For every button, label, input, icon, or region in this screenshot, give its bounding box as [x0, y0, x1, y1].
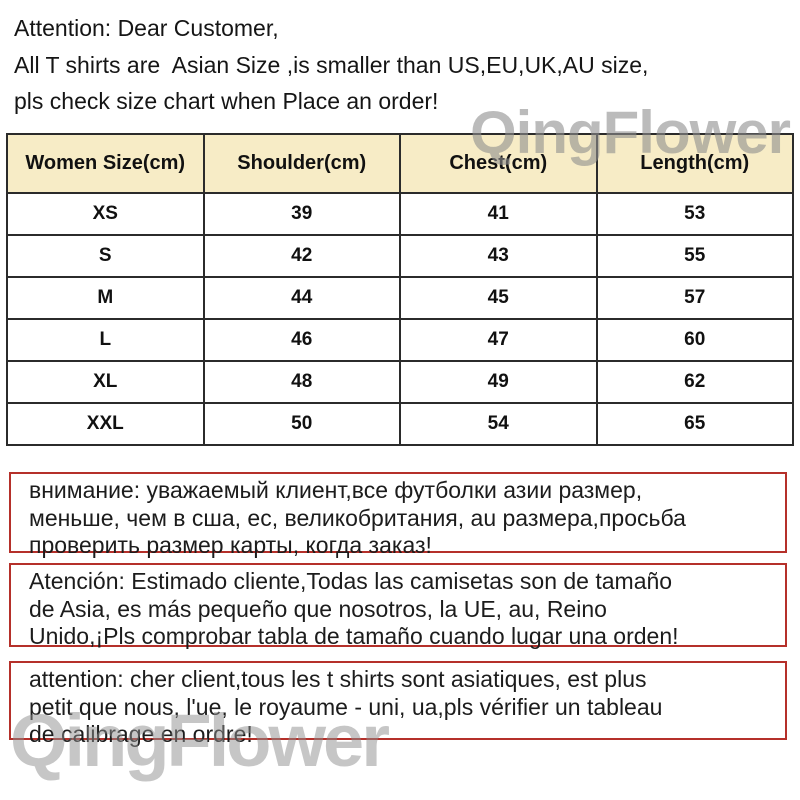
- attention-line-3: pls check size chart when Place an order…: [14, 88, 439, 114]
- note-spanish-line-1: Atención: Estimado cliente,Todas las cam…: [29, 568, 673, 594]
- length-value-cell: 65: [595, 402, 794, 446]
- table-row-xl: XL 48 49 62: [6, 360, 794, 404]
- table-row-xxl: XXL 50 54 65: [6, 402, 794, 446]
- table-row-s: S 42 43 55: [6, 234, 794, 278]
- note-spanish-line-3: Unido,¡Pls comprobar tabla de tamaño cua…: [29, 623, 679, 649]
- size-label-cell: L: [6, 318, 205, 362]
- shoulder-value-cell: 48: [202, 360, 401, 404]
- attention-note: Attention: Dear Customer, All T shirts a…: [14, 10, 648, 120]
- shoulder-value-cell: 46: [202, 318, 401, 362]
- table-row-xs: XS 39 41 53: [6, 192, 794, 236]
- note-french-line-1: attention: cher client,tous les t shirts…: [29, 666, 647, 692]
- size-label-cell: S: [6, 234, 205, 278]
- length-value-cell: 53: [595, 192, 794, 236]
- chest-value-cell: 41: [399, 192, 598, 236]
- attention-line-2: All T shirts are Asian Size ,is smaller …: [14, 51, 649, 78]
- note-spanish-line-2: de Asia, es más pequeño que nosotros, la…: [29, 595, 607, 622]
- note-russian-line-3: проверить размер карты, когда заказ!: [29, 532, 432, 558]
- chest-value-cell: 47: [399, 318, 598, 362]
- chest-value-cell: 54: [399, 402, 598, 446]
- length-value-cell: 55: [595, 234, 794, 278]
- note-french-line-2: petit que nous, l'ue, le royaume - uni, …: [29, 693, 663, 720]
- size-label-cell: XL: [6, 360, 205, 404]
- note-french: attention: cher client,tous les t shirts…: [9, 661, 787, 747]
- table-row-l: L 46 47 60: [6, 318, 794, 362]
- chest-value-cell: 43: [399, 234, 598, 278]
- attention-line-1: Attention: Dear Customer,: [14, 15, 279, 41]
- shoulder-value-cell: 50: [202, 402, 401, 446]
- size-label-cell: XXL: [6, 402, 205, 446]
- shoulder-value-cell: 39: [202, 192, 401, 236]
- column-header-shoulder: Shoulder(cm): [202, 133, 401, 194]
- length-value-cell: 62: [595, 360, 794, 404]
- size-label-cell: XS: [6, 192, 205, 236]
- column-header-women-size: Women Size(cm): [6, 133, 205, 194]
- note-russian: внимание: уважаемый клиент,все футболки …: [9, 472, 787, 558]
- size-chart-table: Women Size(cm) Shoulder(cm) Chest(cm) Le…: [6, 133, 794, 446]
- shoulder-value-cell: 44: [202, 276, 401, 320]
- chest-value-cell: 49: [399, 360, 598, 404]
- table-row-m: M 44 45 57: [6, 276, 794, 320]
- note-french-line-3: de calibrage en ordre!: [29, 721, 253, 747]
- shoulder-value-cell: 42: [202, 234, 401, 278]
- chest-value-cell: 45: [399, 276, 598, 320]
- length-value-cell: 60: [595, 318, 794, 362]
- length-value-cell: 57: [595, 276, 794, 320]
- note-russian-line-2: меньше, чем в сша, ес, великобритания, a…: [29, 504, 686, 531]
- column-header-chest: Chest(cm): [399, 133, 598, 194]
- size-label-cell: M: [6, 276, 205, 320]
- column-header-length: Length(cm): [595, 133, 794, 194]
- note-spanish: Atención: Estimado cliente,Todas las cam…: [9, 563, 787, 649]
- table-header-row: Women Size(cm) Shoulder(cm) Chest(cm) Le…: [6, 133, 794, 194]
- note-russian-line-1: внимание: уважаемый клиент,все футболки …: [29, 477, 643, 503]
